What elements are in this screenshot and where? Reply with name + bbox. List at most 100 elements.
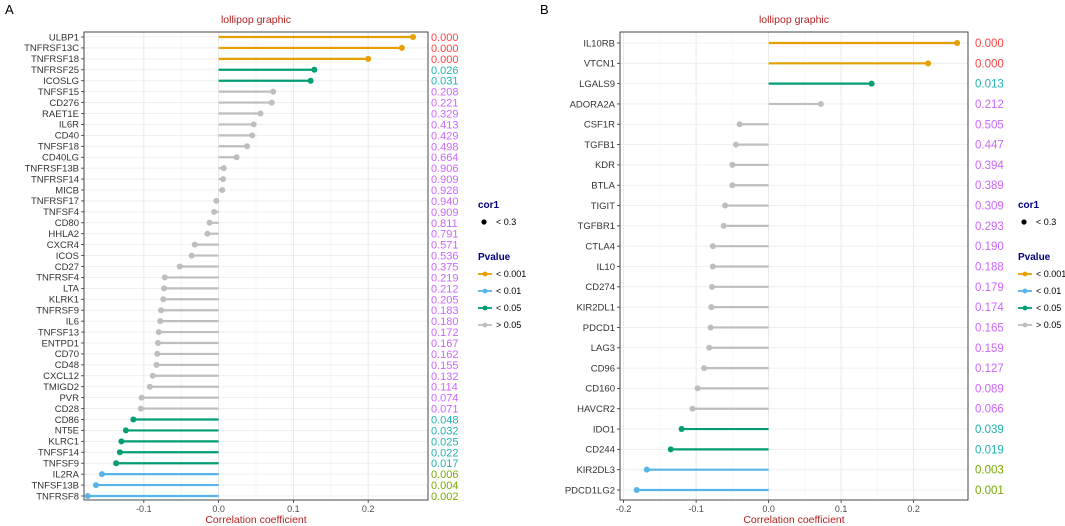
lollipop-dot [220,165,227,172]
legend-key-dot [482,322,488,328]
lollipop-dot [204,230,211,237]
lollipop-dot [113,460,120,467]
x-tick-label: 0.0 [212,504,225,514]
chart-title: lollipop graphic [759,14,829,26]
pvalue-label: 0.132 [431,371,459,383]
lollipop-dot [729,161,736,168]
legend-key-dot [1022,288,1028,294]
gene-label: HHLA2 [48,229,79,240]
gene-label: KDR [595,160,615,171]
pvalue-label: 0.039 [975,424,1004,436]
legend-key-dot [482,288,488,294]
gene-label: PDCD1LG2 [565,485,615,496]
pvalue-label: 0.329 [431,109,459,121]
legend-size-dot [1021,219,1027,225]
pvalue-label: 0.000 [975,58,1004,70]
pvalue-label: 0.188 [975,262,1004,274]
pvalue-label: 0.026 [431,65,459,77]
gene-label: TGFBR1 [578,221,615,232]
legend: cor1 < 0.3 Pvalue < 0.001 < 0.01 < 0.05 > 0.05 [478,200,526,330]
pvalue-label: 0.114 [431,382,458,394]
lollipop-dot [98,471,105,478]
lollipop-dot [667,446,674,453]
pvalue-label: 0.413 [431,119,459,131]
lollipop-dot [689,405,696,412]
gene-label: CTLA4 [585,241,615,252]
lollipop-dot [161,285,168,292]
lollipop-dot [398,44,405,51]
legend-size-title: cor1 [478,200,500,211]
lollipop-dot [233,154,240,161]
gene-label: IDO1 [593,424,615,435]
legend-item-label: < 0.001 [1036,269,1065,279]
pvalue-label: 0.017 [431,458,459,470]
gene-label: TNFRSF14 [31,174,79,185]
gene-label: KLRC1 [48,437,79,448]
x-tick-label: -0.2 [616,504,632,514]
pvalue-label: 0.180 [431,316,459,328]
gene-label: IL6 [66,316,79,327]
lollipop-dot [709,263,716,270]
lollipop-dot [954,40,961,46]
lollipop-dot [188,252,195,259]
gene-label: CD48 [55,360,79,371]
pvalue-label: 0.032 [431,425,459,437]
pvalue-label: 0.909 [431,207,459,219]
pvalue-label: 0.375 [431,262,459,274]
pvalue-label: 0.791 [431,229,459,241]
pvalue-label: 0.000 [975,38,1004,50]
gene-label: CD70 [55,349,79,360]
gene-label: CXCL12 [43,371,79,382]
pvalue-label: 0.205 [431,294,459,306]
lollipop-dot [729,182,736,189]
pvalue-label: 0.025 [431,436,459,448]
lollipop-dot [84,493,91,499]
lollipop-dot [410,34,417,40]
gene-label: TNFSF13B [31,480,79,491]
pvalue-label: 0.208 [431,87,459,99]
legend-size-dot [481,219,487,225]
lollipop-dot [138,394,145,401]
chart-title: lollipop graphic [221,14,291,26]
lollipop-dot [161,274,168,281]
gene-label: CD160 [585,384,615,395]
lollipop-dot [633,487,640,493]
gene-label: TNFRSF18 [31,54,79,65]
legend-item-label: > 0.05 [1036,320,1061,330]
lollipop-dot [220,176,227,183]
gene-label: TNFSF18 [38,142,79,153]
lollipop-dot [213,197,220,204]
gene-label: TMIGD2 [43,382,79,393]
legend-item-label: < 0.01 [496,286,521,296]
pvalue-label: 0.127 [975,363,1004,375]
lollipop-dot [733,141,739,148]
pvalue-label: 0.172 [431,327,459,339]
legend-item-label: < 0.05 [1036,303,1061,313]
pvalue-label: 0.019 [975,444,1004,456]
lollipop-dot [137,405,144,412]
gene-label: TNFRSF9 [36,306,79,317]
lollipop-dot [211,208,218,215]
pvalue-label: 0.447 [975,140,1004,152]
pvalue-label: 0.000 [431,43,459,55]
gene-label: CD28 [55,404,79,415]
pvalue-label: 0.811 [431,218,458,230]
gene-label: PDCD1 [583,323,615,334]
pvalue-label: 0.003 [975,465,1004,477]
gene-label: VTCN1 [584,59,615,70]
gene-label: CD80 [55,218,79,229]
pvalue-label: 0.571 [431,240,459,252]
lollipop-dot [130,416,137,423]
legend-key-dot [1022,271,1028,277]
lollipop-dot [92,482,99,489]
x-tick-label: 0.1 [287,504,300,514]
pvalue-label: 0.155 [431,360,459,372]
lollipop-dot [250,121,257,128]
x-tick-label: -0.1 [136,504,152,514]
gene-label: TNFRSF17 [31,196,79,207]
pvalue-label: 0.000 [431,54,459,66]
gene-label: IL10 [597,262,616,273]
pvalue-label: 0.389 [975,180,1004,192]
x-axis-label: Correlation coefficient [205,514,306,526]
